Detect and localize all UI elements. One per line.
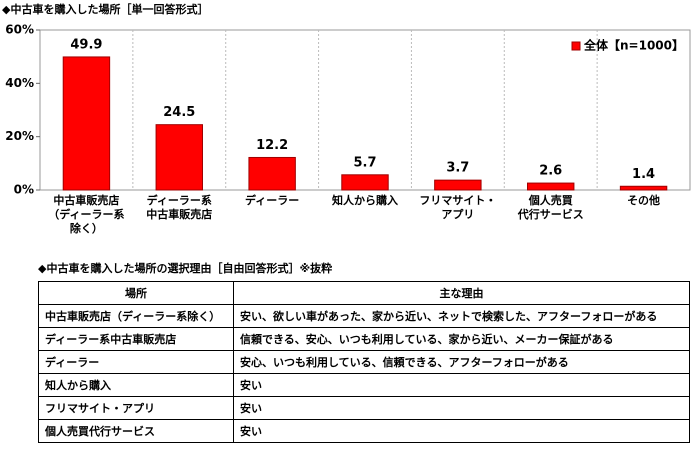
legend-swatch: [571, 41, 581, 51]
table-cell: 知人から購入: [38, 373, 234, 397]
table-row: 中古車販売店（ディーラー系除く） 安い、欲しい車があった、家から近い、ネットで検索…: [38, 304, 690, 328]
table-cell: ディーラー: [38, 350, 234, 374]
reason-table: 場所 主な理由 中古車販売店（ディーラー系除く） 安い、欲しい車があった、家から近い、…: [38, 281, 690, 443]
x-tick-label: 個人売買 代行サービス: [517, 194, 584, 221]
table-row: ディーラー系中古車販売店 信頼できる、安心、いつも利用している、家から近い、メーカ…: [38, 327, 690, 351]
y-tick-label: 40%: [5, 76, 34, 90]
x-tick-label: その他: [627, 194, 661, 207]
table-cell: 個人売買代行サービス: [38, 419, 234, 443]
table-row: ディーラー 安心、いつも利用している、信頼できる、アフターフォローがある: [38, 350, 690, 374]
table-row: フリマサイト・アプリ 安い: [38, 396, 690, 420]
x-tick-label: ディーラー: [245, 194, 300, 207]
chart-title: ◆中古車を購入した場所［単一回答形式］: [2, 2, 208, 16]
table-cell: フリマサイト・アプリ: [38, 396, 234, 420]
table-cell: 安心、いつも利用している、信頼できる、アフターフォローがある: [233, 350, 690, 374]
bar: [619, 185, 668, 191]
table-cell: 信頼できる、安心、いつも利用している、家から近い、メーカー保証がある: [233, 327, 690, 351]
value-label: 49.9: [70, 37, 102, 52]
x-tick-label: 中古車販売店 （ディーラー系 除く）: [48, 194, 125, 235]
y-tick-label: 0%: [14, 183, 34, 197]
value-label: 24.5: [163, 105, 195, 120]
table-row: 知人から購入 安い: [38, 373, 690, 397]
table-cell: 安い: [233, 419, 690, 443]
y-tick-label: 20%: [5, 129, 34, 143]
header-cell: 主な理由: [233, 281, 690, 305]
x-tick-label: 知人から購入: [332, 194, 398, 207]
table-row: 個人売買代行サービス 安い: [38, 419, 690, 443]
header-cell: 場所: [38, 281, 234, 305]
value-label: 12.2: [256, 138, 288, 153]
chart: ◆中古車を購入した場所［単一回答形式］ 0% 20% 40% 60% 49.9 24.5 1…: [2, 2, 691, 197]
table-cell: 安い、欲しい車があった、家から近い、ネットで検索した、アフターフォローがある: [233, 304, 690, 328]
bar: [248, 156, 296, 191]
bar: [434, 179, 482, 191]
bar: [155, 124, 203, 191]
value-label: 5.7: [353, 155, 376, 170]
table-cell: 中古車販売店（ディーラー系除く）: [38, 304, 234, 328]
legend-label: 全体【n=1000】: [583, 38, 684, 53]
table-cell: 安い: [233, 396, 690, 420]
table-title: ◆中古車を購入した場所の選択理由［自由回答形式］※抜粋: [38, 262, 333, 275]
x-tick-label: フリマサイト・ アプリ: [419, 194, 497, 221]
value-label: 3.7: [446, 161, 469, 176]
x-tick-label: ディーラー系 中古車販売店: [146, 194, 213, 221]
bar: [62, 56, 111, 191]
bar: [527, 182, 575, 191]
value-label: 1.4: [632, 167, 655, 182]
bar: [341, 174, 389, 191]
table-cell: 安い: [233, 373, 690, 397]
y-tick-label: 60%: [5, 23, 34, 37]
value-label: 2.6: [539, 164, 562, 179]
table-cell: ディーラー系中古車販売店: [38, 327, 234, 351]
